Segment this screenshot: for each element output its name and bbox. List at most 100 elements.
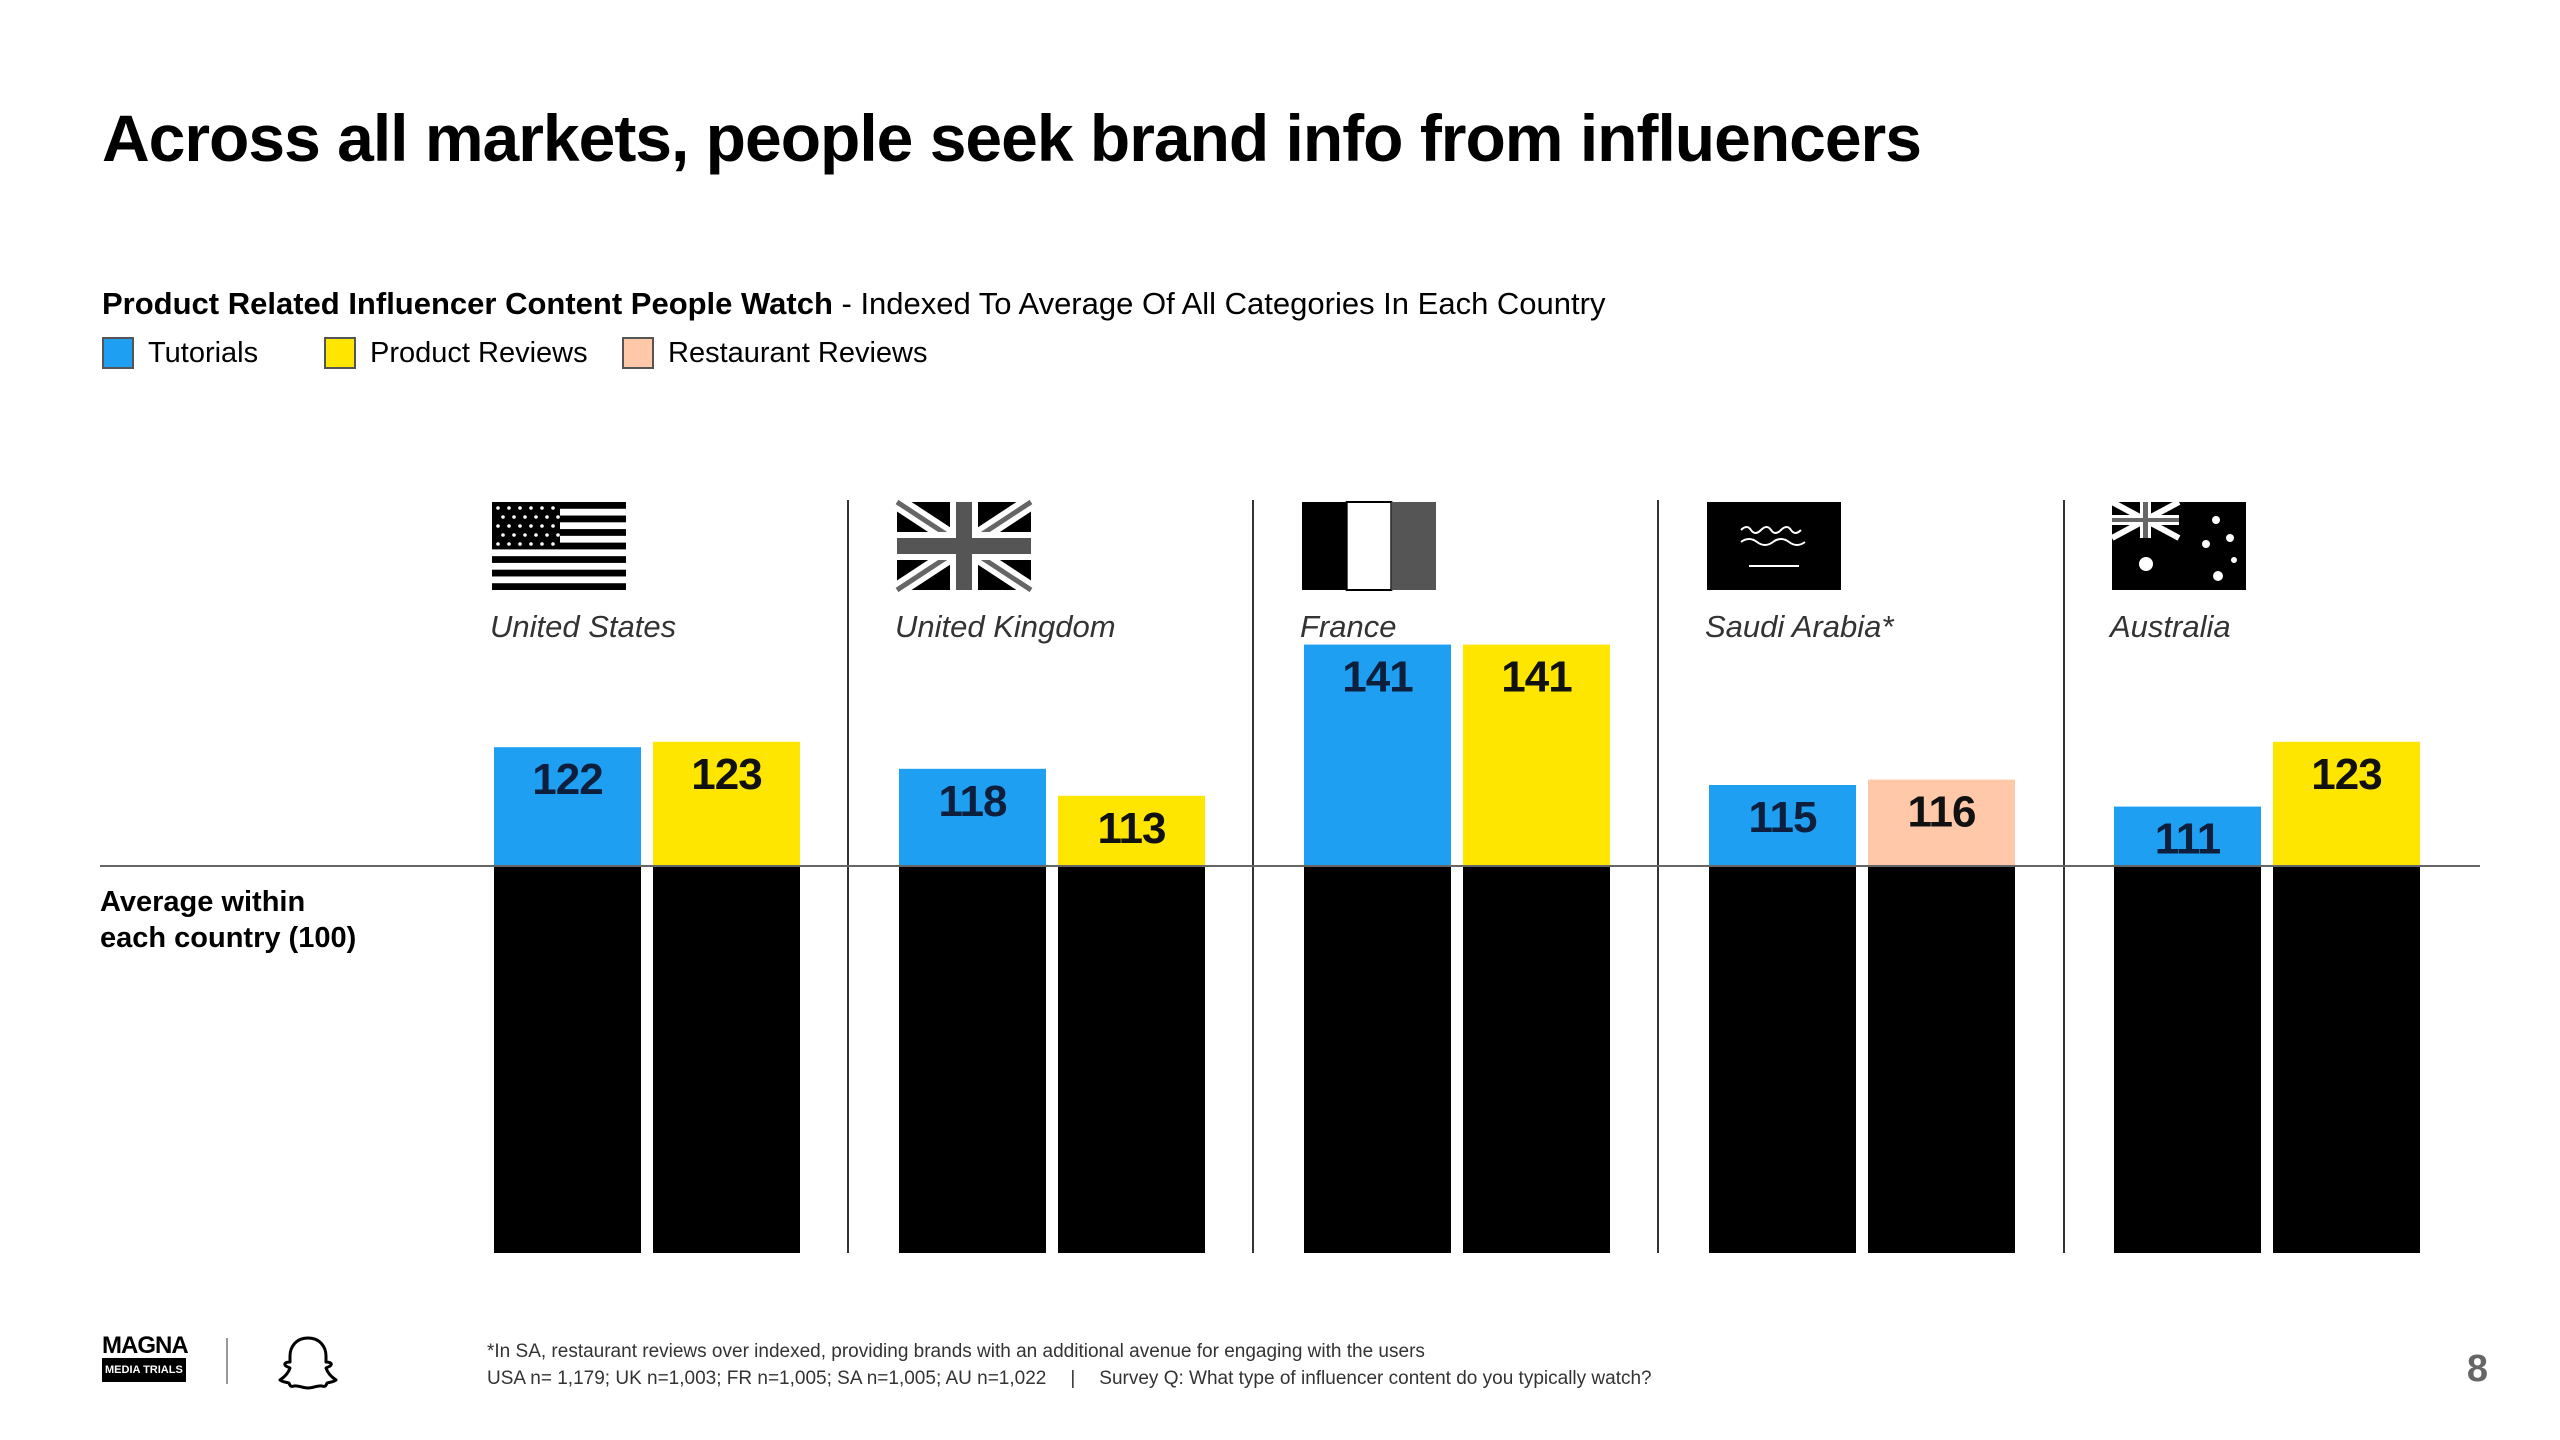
australia-flag: [2110, 499, 2246, 590]
bar-australia-tutorials: [2114, 806, 2261, 866]
bar-france-tutorials: [1304, 644, 1451, 866]
magna-logo-subtitle: MEDIA TRIALS: [102, 1358, 186, 1382]
chart-legend: Tutorials Product Reviews Restaurant Rev…: [102, 333, 1302, 373]
page-number: 8: [2466, 1348, 2488, 1390]
saudi-flag-script: [1740, 526, 1806, 546]
bar-value-australia-1: 123: [2311, 750, 2381, 799]
footnote-sources: USA n= 1,179; UK n=1,003; FR n=1,005; SA…: [487, 1365, 1652, 1392]
country-label-france: France: [1300, 609, 1396, 644]
australia-flag-star: [2139, 557, 2153, 571]
australia-flag-star: [2213, 571, 2223, 581]
us-flag-star: [529, 524, 533, 528]
us-flag-canton: [492, 502, 560, 549]
us-flag-star: [529, 506, 533, 510]
legend-item-tutorials: Tutorials: [102, 333, 258, 373]
us-flag-star: [529, 542, 533, 546]
bar-chart: United States 122 123 United Kingdom 118 113 F…: [100, 495, 2480, 1253]
us-flag-star: [545, 515, 549, 519]
baseline-label-line1: Average within: [100, 886, 306, 918]
us-flag-star: [534, 533, 538, 537]
bar-value-france-0: 141: [1342, 653, 1413, 702]
us-flag: [492, 502, 626, 590]
us-flag-star: [496, 506, 500, 510]
us-flag-star: [523, 515, 527, 519]
bar-value-united-states-0: 122: [532, 755, 602, 804]
bar-value-united-states-1: 123: [691, 750, 761, 799]
saudi-flag-field: [1707, 502, 1841, 590]
footnote-survey-question: Survey Q: What type of influencer conten…: [1099, 1368, 1652, 1389]
country-label-saudi-arabia: Saudi Arabia*: [1705, 609, 1894, 644]
legend-item-product-reviews: Product Reviews: [324, 333, 588, 373]
footnote-sample-sizes: USA n= 1,179; UK n=1,003; FR n=1,005; SA…: [487, 1368, 1047, 1389]
footer-divider: [226, 1338, 228, 1384]
us-flag-stripe: [492, 569, 626, 577]
bar-base-united-states-0: [494, 866, 641, 1253]
country-label-australia: Australia: [2108, 609, 2231, 644]
us-flag-stripe: [492, 556, 626, 563]
bar-united-kingdom-tutorials: [899, 768, 1046, 866]
country-label-united-states: United States: [490, 609, 676, 644]
us-flag-star: [518, 542, 522, 546]
bar-saudi-arabia-restaurant-reviews: [1868, 779, 2015, 866]
us-flag-star: [556, 533, 560, 537]
us-flag-star: [518, 506, 522, 510]
bar-base-france-0: [1304, 866, 1451, 1253]
bar-france-product-reviews: [1463, 644, 1610, 866]
legend-swatch-product-reviews: [324, 337, 356, 369]
ghost-icon: [278, 1336, 338, 1390]
australia-flag-star: [2202, 540, 2210, 548]
us-flag-star: [507, 524, 511, 528]
legend-label-product-reviews: Product Reviews: [370, 336, 588, 369]
legend-item-restaurant-reviews: Restaurant Reviews: [622, 333, 928, 373]
bar-value-saudi-arabia-1: 116: [1908, 788, 1976, 837]
france-flag: [1302, 501, 1436, 591]
us-flag-star: [551, 542, 555, 546]
us-flag-star: [540, 506, 544, 510]
us-flag-star: [496, 542, 500, 546]
bar-value-united-kingdom-0: 118: [939, 777, 1008, 826]
bar-base-france-1: [1463, 866, 1610, 1253]
bar-base-australia-1: [2273, 866, 2420, 1253]
us-flag-star: [496, 524, 500, 528]
saudi-flag: [1707, 502, 1841, 590]
us-flag-star: [540, 542, 544, 546]
page-title: Across all markets, people seek brand in…: [102, 101, 1922, 175]
baseline-label-line2: each country (100): [100, 922, 357, 954]
bar-value-france-1: 141: [1501, 653, 1572, 702]
chart-subtitle-rest: - Indexed To Average Of All Categories I…: [832, 286, 1606, 321]
us-flag-star: [507, 542, 511, 546]
country-label-united-kingdom: United Kingdom: [895, 609, 1116, 644]
australia-flag-star: [2212, 516, 2220, 524]
magna-logo: MAGNA MEDIA TRIALS: [102, 1334, 189, 1382]
footnote: *In SA, restaurant reviews over indexed,…: [487, 1338, 1652, 1392]
us-flag-star: [551, 506, 555, 510]
australia-flag-star: [2226, 534, 2234, 542]
us-flag-star: [518, 524, 522, 528]
legend-label-tutorials: Tutorials: [148, 336, 259, 369]
us-flag-star: [534, 515, 538, 519]
bar-base-united-kingdom-1: [1058, 866, 1205, 1253]
australia-flag-star: [2231, 557, 2237, 563]
bar-saudi-arabia-tutorials: [1709, 785, 1856, 866]
baseline-label: Average within each country (100): [100, 884, 356, 956]
us-flag-star: [551, 524, 555, 528]
us-flag-stripe: [492, 583, 626, 590]
bar-value-saudi-arabia-0: 115: [1749, 793, 1818, 842]
bar-united-states-tutorials: [494, 747, 641, 866]
bar-base-united-kingdom-0: [899, 866, 1046, 1253]
uk-flag-cross-inner: [897, 538, 1031, 554]
bar-united-states-product-reviews: [653, 741, 800, 866]
legend-swatch-restaurant-reviews: [622, 337, 654, 369]
bar-australia-product-reviews: [2273, 741, 2420, 866]
bar-value-united-kingdom-1: 113: [1098, 804, 1166, 853]
us-flag-star: [523, 533, 527, 537]
bar-base-australia-0: [2114, 866, 2261, 1253]
france-flag-left: [1302, 502, 1347, 590]
footnote-note: *In SA, restaurant reviews over indexed,…: [487, 1341, 1425, 1362]
bar-united-kingdom-product-reviews: [1058, 795, 1205, 866]
france-flag-right: [1391, 502, 1436, 590]
us-flag-star: [501, 515, 505, 519]
us-flag-star: [501, 533, 505, 537]
us-flag-star: [512, 515, 516, 519]
uk-flag: [892, 495, 1036, 597]
